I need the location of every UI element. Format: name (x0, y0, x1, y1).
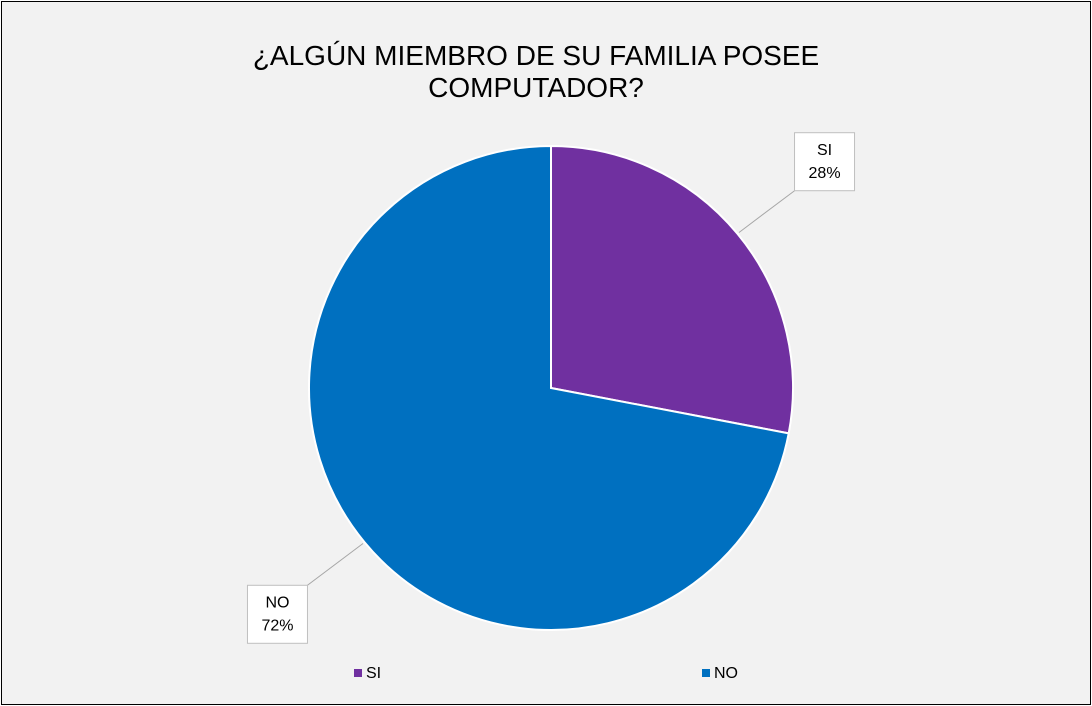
legend-swatch (354, 669, 362, 677)
legend-label: SI (366, 665, 381, 682)
data-label-box (246, 584, 308, 644)
leader-line (307, 543, 364, 586)
data-label-category: NO (265, 595, 289, 612)
data-label-category: SI (817, 142, 832, 159)
data-label-value: 72% (261, 618, 293, 635)
data-label-value: 28% (809, 165, 841, 182)
leader-line (738, 190, 795, 233)
chart-title: ¿ALGÚN MIEMBRO DE SU FAMILIA POSEE COMPU… (252, 40, 820, 103)
legend-swatch (702, 669, 710, 677)
pie-slice (308, 144, 790, 631)
data-label-box (794, 132, 856, 192)
legend-label: NO (714, 665, 738, 682)
pie-slice (550, 144, 794, 435)
